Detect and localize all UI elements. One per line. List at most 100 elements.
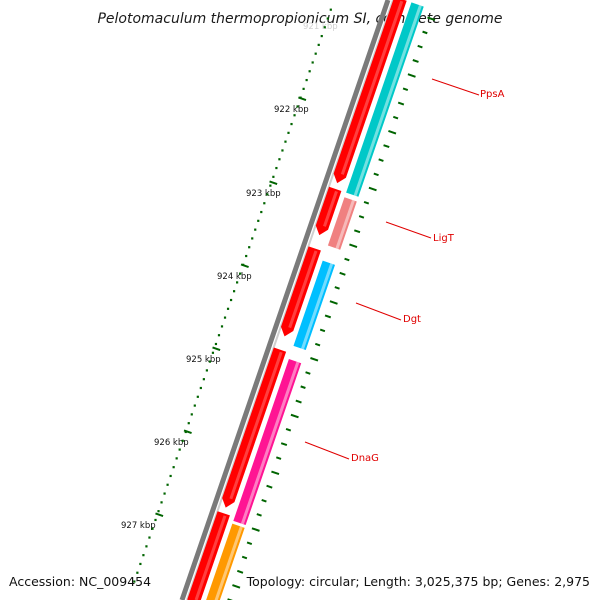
gc-tick	[280, 442, 288, 447]
gene-label-dgt[interactable]: Dgt	[355, 302, 421, 325]
forward-gene-highlight-3	[301, 263, 334, 350]
scale-dot	[266, 193, 269, 196]
scale-dot	[190, 413, 193, 416]
gene-label-ppsa[interactable]: PpsA	[431, 78, 505, 100]
scale-label-923: 923 kbp	[246, 189, 281, 199]
scale-dot	[193, 404, 196, 407]
genome-summary-text: Topology: circular; Length: 3,025,375 bp…	[246, 574, 590, 589]
scale-dot	[317, 43, 320, 46]
gc-tick	[388, 130, 397, 135]
gc-tick	[422, 30, 428, 35]
gc-tick	[353, 229, 361, 234]
scale-dot	[139, 562, 142, 566]
gc-tick	[305, 371, 311, 375]
reverse-gene-2[interactable]	[315, 186, 342, 236]
forward-gene-unlabeled[interactable]	[202, 523, 245, 600]
gene-label-ligt[interactable]: LigT	[385, 221, 455, 244]
scale-dot	[229, 298, 233, 302]
scale-label-927: 927 kbp	[121, 521, 156, 531]
reverse-gene-highlight-3	[288, 250, 318, 329]
gc-tick	[290, 413, 299, 419]
forward-gene-ppsa[interactable]	[346, 2, 424, 197]
scale-label-925: 925 kbp	[186, 355, 221, 365]
forward-gene-ligt[interactable]	[327, 197, 357, 250]
accession-text: Accession: NC_009454	[9, 574, 151, 589]
scale-dot	[172, 466, 175, 469]
forward-gene-highlight-4	[240, 361, 300, 525]
gc-tick	[232, 584, 241, 589]
scale-dot	[236, 281, 239, 284]
scale-dot	[311, 61, 314, 64]
scale-dot	[181, 439, 184, 442]
gc-tick	[266, 484, 273, 489]
gc-tick	[344, 257, 350, 262]
gc-tick	[275, 456, 282, 460]
gc-tick	[251, 527, 260, 532]
scale-dot	[205, 369, 208, 372]
scale-dot	[314, 52, 317, 55]
scale-dot	[157, 510, 160, 513]
gc-tick	[329, 300, 338, 305]
reverse-gene-5[interactable]	[187, 511, 230, 600]
scale-dot	[287, 131, 290, 134]
scale-dot	[199, 386, 202, 390]
gc-tick	[295, 399, 302, 404]
gc-tick	[271, 470, 280, 476]
gc-tick	[412, 59, 419, 63]
gc-tick	[417, 44, 423, 49]
gc-tick	[402, 87, 409, 91]
scale-dot	[220, 325, 224, 328]
reverse-strand-track	[187, 0, 407, 600]
gc-tick	[310, 357, 319, 362]
scale-dot	[154, 518, 157, 522]
reverse-gene-1[interactable]	[333, 0, 407, 184]
scale-dot	[136, 571, 139, 574]
gc-tick	[407, 73, 416, 78]
scale-dot	[151, 527, 154, 530]
reverse-gene-4[interactable]	[222, 347, 287, 508]
scale-dot	[257, 219, 260, 222]
scale-dot	[275, 166, 278, 170]
reverse-gene-highlight-2	[323, 190, 338, 227]
scale-dot	[163, 492, 166, 495]
scale-dot	[166, 483, 169, 486]
scale-dot	[160, 501, 163, 504]
scale-dot	[214, 342, 218, 346]
kbp-scale: 921 kbp 922 kbp 923 kbp 924 kbp 925 kbp …	[121, 8, 338, 583]
gc-tick	[392, 115, 399, 120]
scale-major-tick	[269, 180, 278, 185]
gc-tick	[241, 555, 248, 560]
gc-content-ticks	[227, 16, 436, 600]
scale-dot	[251, 237, 254, 240]
scale-dot	[239, 272, 242, 275]
scale-dot	[211, 351, 215, 354]
scale-dot	[281, 149, 284, 152]
scale-dot	[284, 140, 287, 143]
gene-label-dnag[interactable]: DnaG	[304, 441, 379, 464]
scale-dot	[305, 78, 308, 82]
scale-dot	[232, 290, 236, 293]
gc-tick	[339, 271, 346, 276]
gc-tick	[227, 598, 233, 600]
gc-tick	[285, 427, 292, 432]
scale-dot	[226, 307, 230, 310]
forward-gene-dgt[interactable]	[293, 260, 336, 351]
scale-dot	[272, 175, 275, 178]
scale-dot	[308, 70, 311, 73]
gc-tick	[349, 243, 358, 249]
scale-dot	[296, 105, 299, 108]
gc-tick	[300, 385, 306, 389]
forward-gene-highlight-5	[214, 526, 243, 600]
scale-major-tick	[155, 512, 164, 517]
gene-label-ligt-text: LigT	[433, 233, 455, 244]
scale-major-tick	[240, 263, 249, 268]
gc-tick	[378, 158, 384, 162]
gc-tick	[256, 513, 262, 517]
forward-gene-dnag[interactable]	[233, 359, 302, 526]
scale-dot	[133, 580, 136, 583]
reverse-gene-highlight-5	[194, 515, 227, 600]
reverse-gene-3[interactable]	[280, 246, 321, 337]
scale-dot	[248, 246, 251, 249]
gc-tick	[334, 286, 340, 290]
